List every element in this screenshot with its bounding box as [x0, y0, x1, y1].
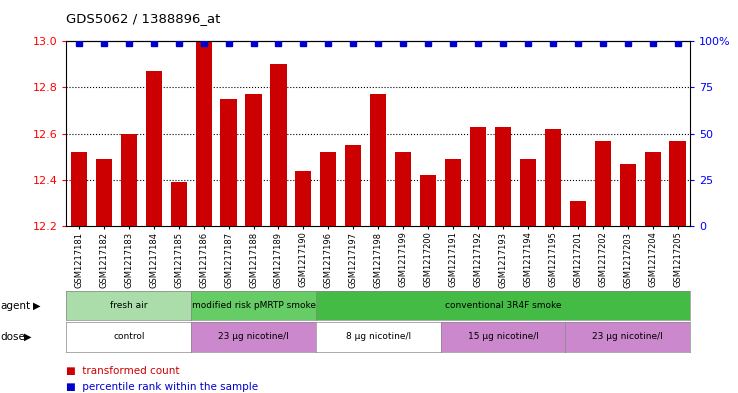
Text: dose: dose — [1, 332, 26, 342]
Bar — [71, 152, 87, 226]
Bar — [595, 141, 611, 226]
Bar — [96, 159, 112, 226]
Bar — [295, 171, 311, 226]
Text: control: control — [113, 332, 145, 342]
Text: modified risk pMRTP smoke: modified risk pMRTP smoke — [191, 301, 316, 310]
Text: 23 μg nicotine/l: 23 μg nicotine/l — [593, 332, 663, 342]
Bar — [495, 127, 511, 226]
Text: agent: agent — [1, 301, 31, 310]
Bar — [320, 152, 337, 226]
Text: fresh air: fresh air — [110, 301, 148, 310]
Bar — [370, 94, 386, 226]
Bar — [121, 134, 137, 226]
Bar — [196, 41, 212, 226]
Bar — [545, 129, 561, 226]
Bar — [669, 141, 686, 226]
Bar — [620, 163, 635, 226]
Text: 23 μg nicotine/l: 23 μg nicotine/l — [218, 332, 289, 342]
Bar — [270, 64, 286, 226]
Bar — [470, 127, 486, 226]
Text: conventional 3R4F smoke: conventional 3R4F smoke — [445, 301, 561, 310]
Bar — [570, 200, 586, 226]
Text: 8 μg nicotine/l: 8 μg nicotine/l — [345, 332, 411, 342]
Bar — [145, 71, 162, 226]
Bar — [246, 94, 261, 226]
Text: ▶: ▶ — [24, 332, 32, 342]
Bar — [395, 152, 411, 226]
Bar — [644, 152, 661, 226]
Bar — [520, 159, 536, 226]
Bar — [170, 182, 187, 226]
Bar — [420, 175, 436, 226]
Bar — [345, 145, 362, 226]
Text: ▶: ▶ — [32, 301, 40, 310]
Bar — [445, 159, 461, 226]
Bar — [221, 99, 237, 226]
Text: 15 μg nicotine/l: 15 μg nicotine/l — [467, 332, 539, 342]
Text: ■  transformed count: ■ transformed count — [66, 366, 180, 376]
Text: ■  percentile rank within the sample: ■ percentile rank within the sample — [66, 382, 258, 392]
Text: GDS5062 / 1388896_at: GDS5062 / 1388896_at — [66, 12, 221, 25]
